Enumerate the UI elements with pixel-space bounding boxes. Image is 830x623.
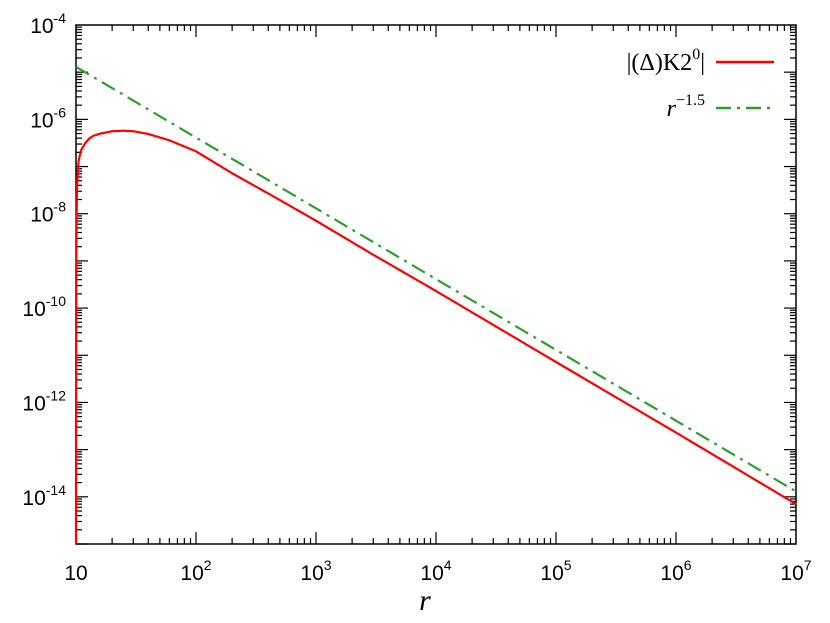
legend: |(Δ)K20| r−1.5 [627, 46, 774, 122]
x-tick-label: 10 [64, 562, 87, 585]
x-tick-label: 107 [780, 557, 811, 585]
y-tick-label: 10-14 [22, 482, 66, 510]
y-tick-label: 10-10 [22, 293, 66, 321]
x-tick-label: 106 [660, 557, 691, 585]
x-axis-title: r [419, 584, 431, 617]
axis-tick-labels: 10 102 103 104 105 106 107 10-14 10-12 10-10 10-8 1… [22, 10, 811, 585]
series-curves [74, 65, 797, 545]
legend-label: |(Δ)K20| [627, 46, 705, 76]
x-tick-label: 103 [300, 557, 331, 585]
series-line-1 [75, 65, 797, 493]
y-tick-label: 10-4 [30, 10, 66, 38]
legend-label: r−1.5 [667, 92, 705, 122]
series-line-0 [74, 129, 797, 545]
x-tick-label: 104 [420, 557, 451, 585]
x-tick-label: 105 [540, 557, 571, 585]
y-tick-label: 10-12 [22, 387, 66, 415]
y-tick-label: 10-8 [30, 199, 66, 227]
y-tick-label: 10-6 [30, 104, 66, 132]
axis-ticks [75, 25, 796, 545]
x-tick-label: 102 [180, 557, 211, 585]
